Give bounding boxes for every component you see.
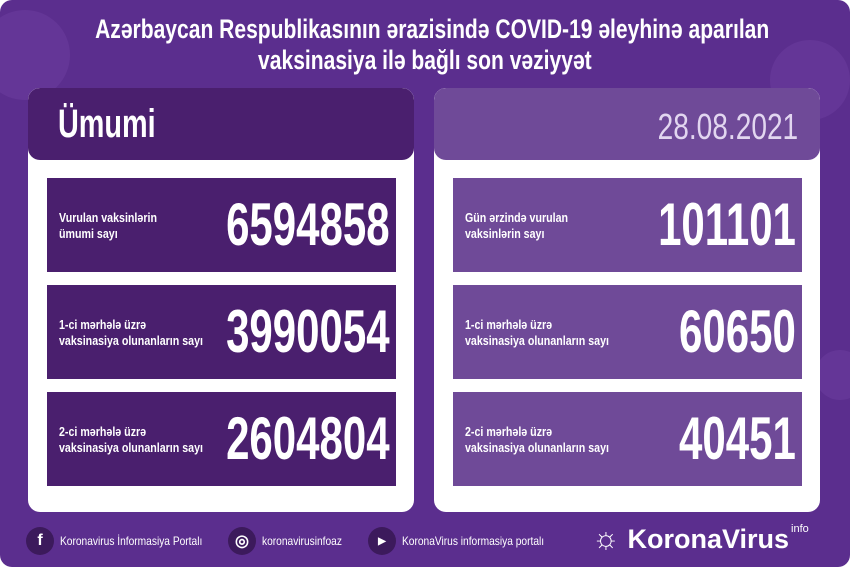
instagram-icon: ◎: [228, 527, 256, 555]
instagram-link[interactable]: ◎ koronavirusinfoaz: [228, 522, 356, 560]
stat-box: 1-ci mərhələ üzrə vaksinasiya olunanların…: [47, 285, 396, 379]
sun-virus-icon: ☼: [592, 522, 620, 555]
stat-value: 3990054: [226, 298, 390, 365]
koronavirus-logo: ☼ KoronaVirus info: [592, 522, 809, 555]
stat-value: 101101: [658, 191, 796, 258]
total-heading: Ümumi: [58, 102, 156, 146]
daily-card: 28.08.2021 Gün ərzində vurulan vaksinləri…: [434, 88, 820, 512]
daily-header: 28.08.2021: [434, 88, 820, 160]
stat-value: 40451: [679, 405, 796, 472]
stat-value: 60650: [679, 298, 796, 365]
facebook-icon: f: [26, 527, 54, 555]
stat-value: 6594858: [226, 191, 390, 258]
virus-decoration-icon: [815, 350, 850, 400]
total-header: Ümumi: [28, 88, 414, 160]
stat-box: 2-ci mərhələ üzrə vaksinasiya olunanların…: [47, 392, 396, 486]
date-label: 28.08.2021: [657, 106, 798, 147]
stat-value: 2604804: [226, 405, 390, 472]
facebook-link[interactable]: f Koronavirus İnformasiya Portalı: [26, 522, 227, 560]
stat-box: 1-ci mərhələ üzrə vaksinasiya olunanların…: [453, 285, 802, 379]
virus-decoration-icon: [0, 10, 70, 100]
youtube-link[interactable]: ▶ KoronaVirus informasiya portalı: [368, 522, 569, 560]
stat-box: Gün ərzində vurulan vaksinlərin sayı 10110…: [453, 178, 802, 272]
stat-box: 2-ci mərhələ üzrə vaksinasiya olunanların…: [453, 392, 802, 486]
total-card: Ümumi Vurulan vaksinlərin ümumi sayı 65948…: [28, 88, 414, 512]
youtube-icon: ▶: [368, 527, 396, 555]
page-title: Azərbaycan Respublikasının ərazisində CO…: [95, 14, 770, 75]
stat-box: Vurulan vaksinlərin ümumi sayı 6594858: [47, 178, 396, 272]
